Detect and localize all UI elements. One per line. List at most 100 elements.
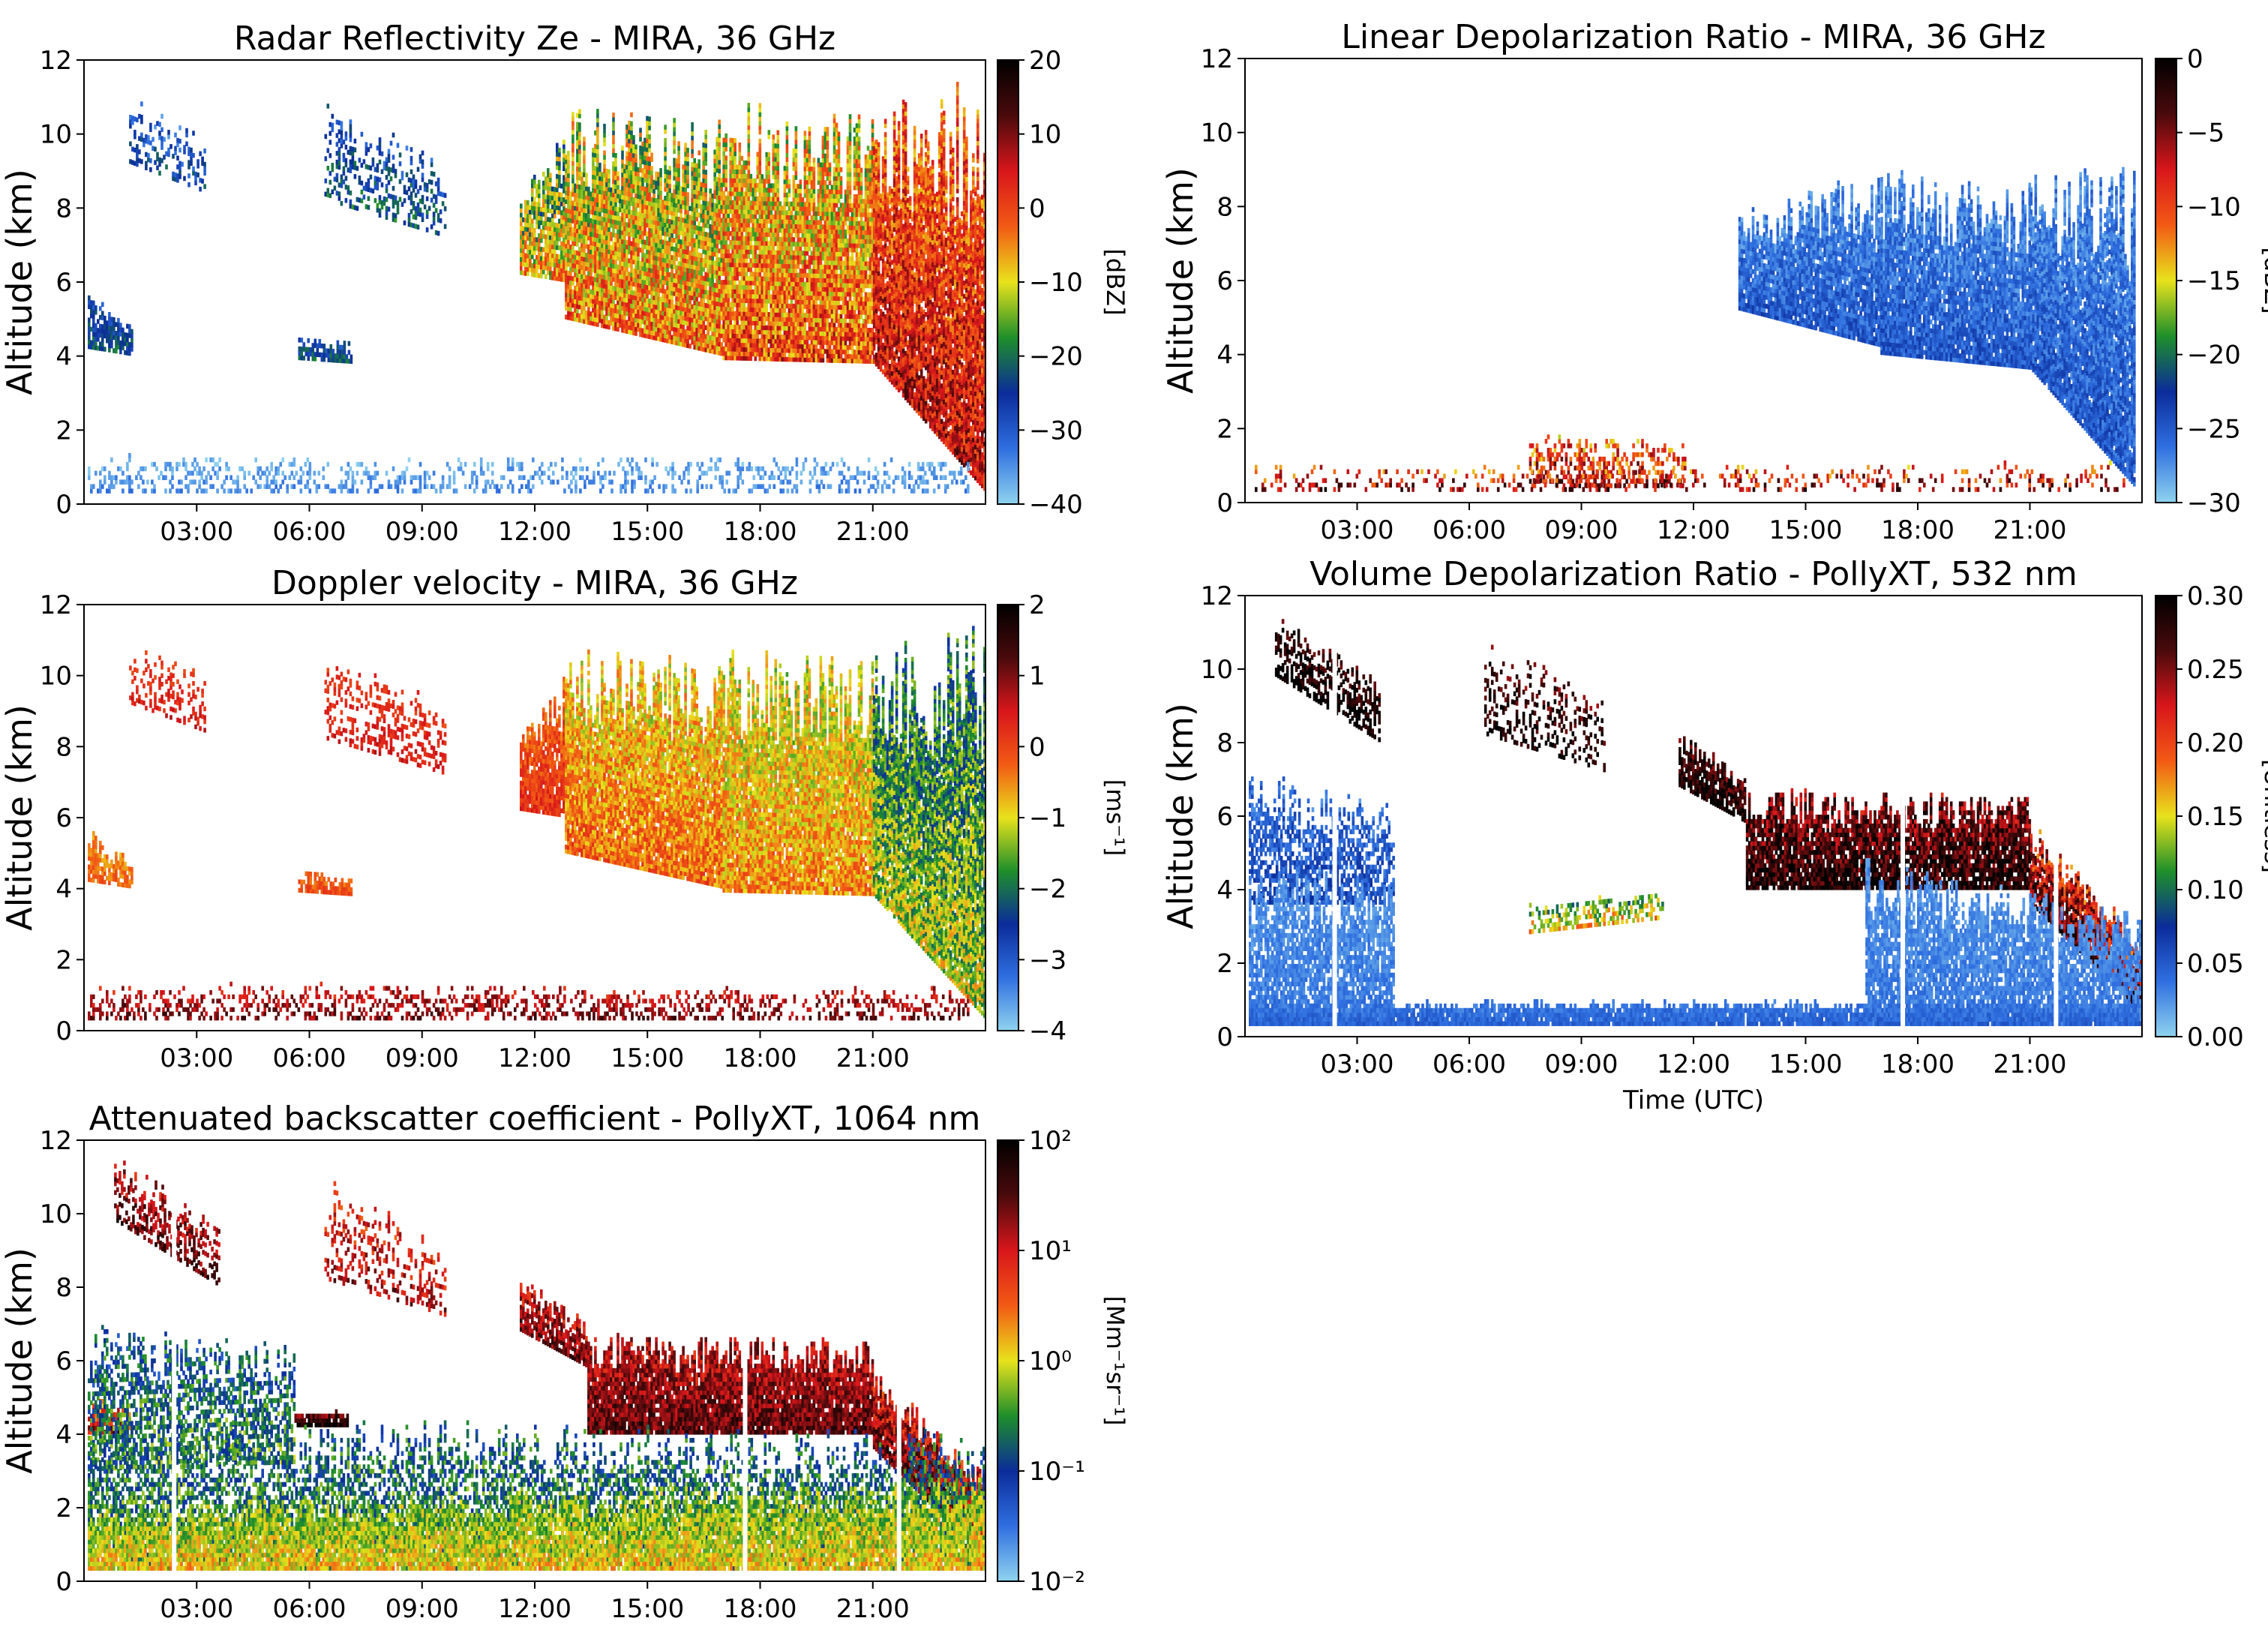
cell <box>648 143 651 149</box>
cell <box>693 344 696 350</box>
cell <box>734 222 736 227</box>
cell <box>709 281 712 287</box>
cell <box>691 282 694 287</box>
cell <box>634 264 638 269</box>
cell <box>664 280 667 285</box>
cell <box>626 293 628 299</box>
cell <box>749 280 753 286</box>
cell <box>718 293 721 298</box>
cell <box>711 255 714 261</box>
cell <box>520 203 523 209</box>
cell <box>331 167 334 173</box>
cell <box>670 286 674 291</box>
cell <box>590 240 592 246</box>
cell <box>745 191 748 197</box>
cell <box>767 320 771 326</box>
cell <box>572 236 574 242</box>
cell <box>729 324 732 329</box>
cell <box>740 155 744 161</box>
cell <box>682 253 685 259</box>
cell <box>619 247 622 253</box>
cell <box>711 233 714 239</box>
cell <box>673 282 676 287</box>
cell <box>781 277 784 282</box>
cell <box>698 177 700 182</box>
cell <box>659 279 662 284</box>
cell <box>632 308 635 314</box>
cell <box>772 325 776 331</box>
cell <box>641 230 644 236</box>
cell <box>104 347 106 352</box>
cell <box>628 329 631 335</box>
cell <box>117 322 120 328</box>
cell <box>385 166 388 171</box>
cell <box>616 189 620 194</box>
cell <box>522 248 525 254</box>
cell <box>576 113 579 119</box>
cell <box>418 158 422 164</box>
cell <box>601 269 604 275</box>
cell <box>529 263 532 268</box>
cell <box>630 139 633 144</box>
cell <box>675 318 678 323</box>
cell <box>700 311 703 316</box>
cell <box>740 258 744 263</box>
cell <box>634 260 638 265</box>
cell <box>612 197 615 202</box>
cell <box>538 264 541 269</box>
cell <box>650 321 653 326</box>
cell <box>756 187 760 193</box>
cell <box>686 174 689 179</box>
cell <box>387 193 391 199</box>
cell <box>767 267 771 273</box>
cell <box>567 200 570 205</box>
cell <box>729 137 732 143</box>
cell <box>702 227 705 233</box>
cell <box>608 218 610 224</box>
cell <box>668 210 671 215</box>
cell <box>709 290 712 296</box>
cell <box>565 234 568 240</box>
cell <box>693 300 696 305</box>
cell <box>664 125 667 130</box>
cell <box>430 179 434 185</box>
cell <box>416 211 420 217</box>
cell <box>736 240 739 245</box>
cell <box>394 195 398 201</box>
cell <box>538 273 541 278</box>
cell <box>698 310 700 316</box>
cell <box>520 217 523 222</box>
cell <box>601 234 604 239</box>
cell <box>106 320 109 326</box>
cell <box>628 281 631 286</box>
cell <box>578 215 581 221</box>
cell <box>673 189 676 194</box>
cell <box>648 205 651 211</box>
cell <box>727 342 730 347</box>
cell <box>758 272 762 277</box>
cell <box>765 227 769 233</box>
cell <box>569 227 572 232</box>
cell <box>756 223 760 228</box>
cell <box>738 200 742 206</box>
cell <box>740 320 744 326</box>
cell <box>623 266 626 272</box>
cell <box>675 198 678 203</box>
cell <box>158 157 161 163</box>
cell <box>585 239 588 245</box>
cell <box>338 164 341 170</box>
cell <box>752 329 755 335</box>
cell <box>756 285 760 290</box>
cell <box>628 214 631 219</box>
cell <box>711 326 714 332</box>
cell <box>632 233 635 238</box>
cell <box>731 240 734 245</box>
cell <box>756 316 760 321</box>
cell <box>648 299 651 304</box>
cell <box>657 216 660 221</box>
cell <box>524 204 527 209</box>
cell <box>704 311 707 317</box>
cell <box>646 231 649 237</box>
cell <box>152 146 154 151</box>
cell <box>650 294 653 300</box>
